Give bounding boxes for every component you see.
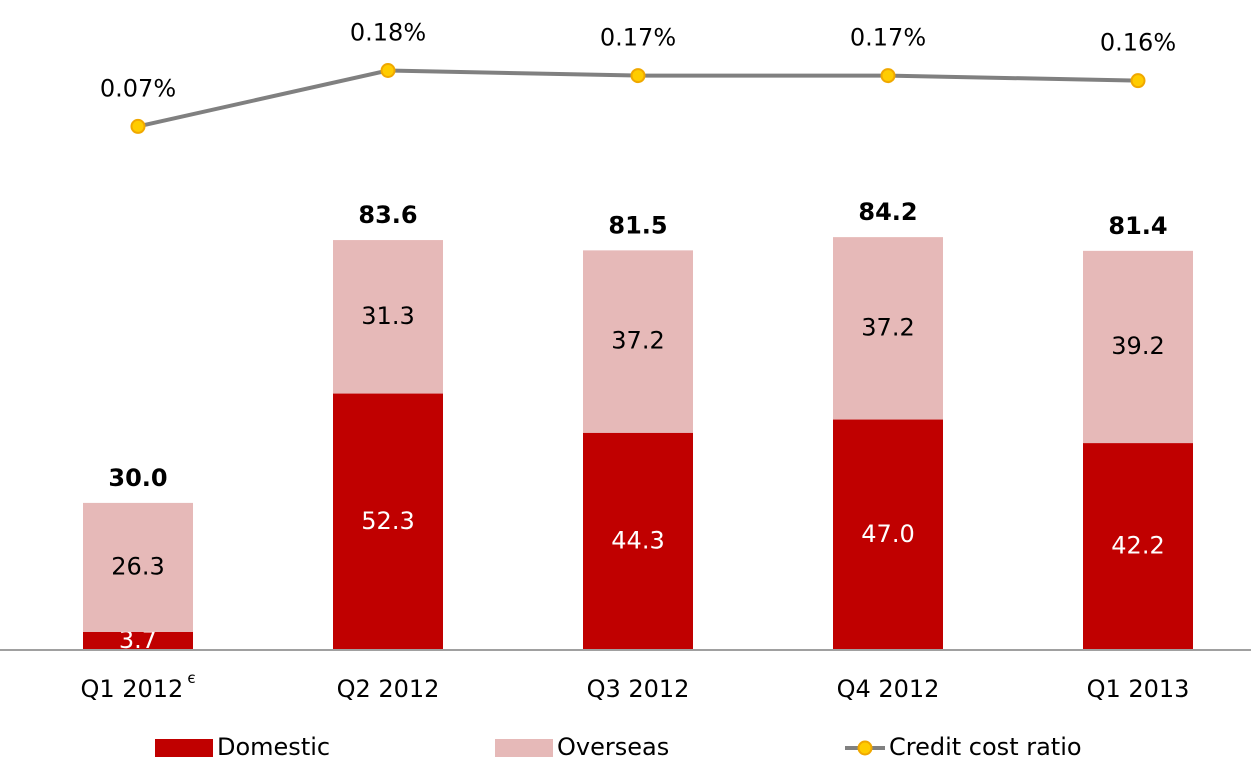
x-tick-text: Q1 2013 — [1087, 675, 1190, 703]
bar-value-label: 39.2 — [1111, 332, 1164, 360]
bar-value-label: 44.3 — [611, 526, 664, 554]
legend-label: Credit cost ratio — [889, 733, 1082, 761]
total-label: 81.5 — [608, 211, 667, 239]
x-tick-label: Q1 2012 є — [80, 669, 195, 704]
bar-segment — [83, 502, 193, 632]
x-tick-text: Q3 2012 — [587, 675, 690, 703]
bar-segment — [1083, 443, 1193, 650]
total-label: 30.0 — [108, 464, 167, 492]
bar-value-label: 31.3 — [361, 302, 414, 330]
line-marker — [1130, 73, 1146, 89]
bar-segment — [583, 250, 693, 433]
legend-label: Domestic — [217, 733, 330, 761]
bar-value-label: 37.2 — [861, 313, 914, 341]
bar-value-label: 37.2 — [611, 327, 664, 355]
legend-marker — [857, 740, 873, 756]
x-tick-label: Q2 2012 — [337, 675, 440, 703]
bar-value-label: 42.2 — [1111, 532, 1164, 560]
legend-label: Overseas — [557, 733, 669, 761]
line-marker — [380, 63, 396, 78]
x-tick-text: Q4 2012 — [837, 675, 940, 703]
bar-value-label: 52.3 — [361, 507, 414, 535]
x-tick-text: Q2 2012 — [337, 675, 440, 703]
x-tick-superscript: є — [187, 669, 195, 687]
legend-swatch — [155, 739, 213, 757]
line-marker — [130, 118, 146, 134]
x-tick-label: Q4 2012 — [837, 675, 940, 703]
bar-segment — [833, 419, 943, 650]
line-value-label: 0.16% — [1100, 29, 1176, 57]
total-label: 81.4 — [1108, 212, 1167, 240]
x-tick-text: Q1 2012 — [80, 675, 183, 703]
line-value-label: 0.17% — [850, 24, 926, 52]
line-value-label: 0.07% — [100, 74, 176, 102]
bar-value-label: 47.0 — [861, 520, 914, 548]
x-tick-label: Q1 2013 — [1087, 675, 1190, 703]
bar-segment — [583, 432, 693, 650]
bar-value-label: 26.3 — [111, 552, 164, 580]
line-marker — [630, 68, 646, 84]
x-tick-label: Q3 2012 — [587, 675, 690, 703]
legend-swatch — [495, 739, 553, 757]
bar-segment — [83, 631, 193, 650]
bar-segment — [1083, 250, 1193, 444]
bar-segment — [333, 240, 443, 394]
bar-segment — [333, 393, 443, 650]
total-label: 84.2 — [858, 198, 917, 226]
line-marker — [880, 68, 896, 84]
total-label: 83.6 — [358, 201, 417, 229]
line-value-label: 0.17% — [600, 24, 676, 52]
line-value-label: 0.18% — [350, 19, 426, 47]
bar-segment — [833, 237, 943, 420]
